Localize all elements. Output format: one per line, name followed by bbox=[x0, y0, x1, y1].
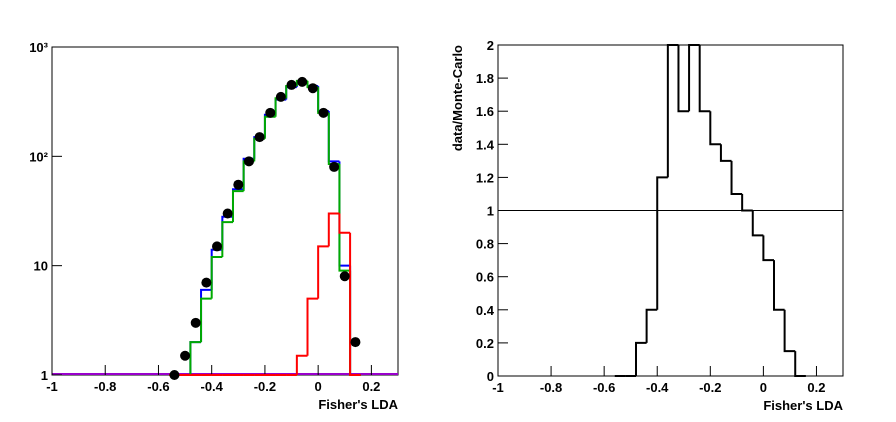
y-tick-label: 1.4 bbox=[476, 137, 495, 152]
histogram-step bbox=[274, 98, 287, 115]
histogram-step bbox=[306, 297, 319, 356]
histogram-step bbox=[327, 112, 340, 166]
histogram-step bbox=[338, 164, 351, 272]
histogram-step bbox=[645, 308, 658, 343]
data-point bbox=[180, 350, 191, 361]
x-tick-label: -0.2 bbox=[699, 380, 721, 395]
histogram-step bbox=[210, 256, 223, 299]
x-tick-label: -0.8 bbox=[540, 380, 562, 395]
x-tick-label: 0 bbox=[760, 380, 767, 395]
data-point bbox=[286, 79, 297, 90]
histogram-step bbox=[709, 111, 721, 146]
histogram-step bbox=[349, 265, 361, 376]
histogram-step bbox=[317, 245, 329, 299]
data-point bbox=[212, 241, 223, 252]
y-tick-label: 0.6 bbox=[476, 270, 494, 285]
histogram-step bbox=[295, 354, 308, 375]
histogram-step bbox=[656, 176, 668, 310]
data-point bbox=[233, 179, 244, 190]
y-tick-label: 1 bbox=[487, 204, 494, 219]
histogram-step bbox=[338, 161, 351, 267]
histogram-step bbox=[349, 270, 361, 376]
x-axis-label: Fisher's LDA bbox=[318, 397, 398, 412]
y-tick-label: 2 bbox=[487, 38, 494, 53]
histogram-step bbox=[327, 110, 340, 163]
histogram-step bbox=[794, 351, 806, 377]
x-tick-label: -0.6 bbox=[593, 380, 615, 395]
y-tick-label: 0 bbox=[487, 369, 494, 384]
data-point bbox=[190, 317, 201, 328]
y-tick-label: 0.4 bbox=[476, 303, 495, 318]
data-point bbox=[222, 208, 233, 219]
histogram-step bbox=[751, 210, 764, 237]
histogram-step bbox=[677, 45, 690, 113]
histogram-step bbox=[221, 221, 233, 258]
y-tick-label: 10² bbox=[29, 149, 48, 164]
x-tick-label: -0.6 bbox=[147, 379, 169, 394]
x-tick-label: -1 bbox=[46, 379, 58, 394]
data-point bbox=[339, 271, 350, 282]
y-tick-label: 0.8 bbox=[476, 237, 494, 252]
histogram-step bbox=[327, 212, 340, 247]
histogram-step bbox=[688, 44, 700, 112]
histogram-step bbox=[189, 341, 202, 375]
histogram-step bbox=[263, 115, 276, 139]
x-tick-label: -0.4 bbox=[200, 379, 223, 394]
data-point bbox=[254, 132, 265, 143]
histogram-step bbox=[783, 309, 796, 353]
x-axis-label: Fisher's LDA bbox=[763, 398, 843, 413]
y-tick-label: 0.2 bbox=[476, 336, 494, 351]
y-tick-label: 10 bbox=[34, 259, 48, 274]
histogram-step bbox=[730, 160, 743, 195]
histogram-step bbox=[317, 85, 329, 112]
y-tick-label: 1.2 bbox=[476, 170, 494, 185]
x-tick-label: 0 bbox=[315, 379, 322, 394]
histogram-step bbox=[698, 45, 711, 113]
histogram-step bbox=[210, 248, 223, 290]
data-point bbox=[307, 83, 318, 94]
histogram-step bbox=[741, 193, 753, 212]
histogram-step bbox=[762, 235, 774, 262]
x-tick-label: 0.2 bbox=[362, 379, 380, 394]
histogram-step bbox=[773, 260, 785, 311]
histogram-step bbox=[253, 137, 265, 162]
data-point bbox=[329, 161, 340, 172]
x-tick-label: 0.2 bbox=[807, 380, 825, 395]
data-point bbox=[297, 76, 308, 87]
data-point bbox=[318, 107, 329, 118]
histogram-step bbox=[263, 113, 276, 138]
y-tick-label: 10³ bbox=[29, 40, 48, 55]
data-point bbox=[350, 337, 361, 348]
x-tick-label: -0.8 bbox=[94, 379, 116, 394]
histogram-step bbox=[349, 232, 361, 376]
y-tick-label: 1 bbox=[41, 368, 48, 383]
histogram-step bbox=[635, 341, 647, 376]
data-point bbox=[201, 277, 212, 288]
y-tick-label: 1.8 bbox=[476, 71, 494, 86]
y-tick-label: 1.6 bbox=[476, 104, 494, 119]
histogram-step bbox=[189, 341, 202, 375]
histogram-step bbox=[719, 144, 732, 162]
x-tick-label: -0.4 bbox=[646, 380, 669, 395]
histogram-step bbox=[338, 213, 351, 234]
data-point bbox=[169, 370, 180, 380]
data-point bbox=[243, 156, 254, 167]
x-tick-label: -0.2 bbox=[254, 379, 276, 394]
data-point bbox=[265, 107, 276, 118]
histogram-step bbox=[666, 44, 679, 178]
histogram-step bbox=[231, 190, 244, 223]
histogram-step bbox=[231, 188, 244, 217]
data-point bbox=[275, 91, 286, 102]
y-axis-label: data/Monte-Carlo bbox=[450, 45, 465, 151]
histogram-step bbox=[200, 297, 212, 343]
x-tick-label: -1 bbox=[492, 380, 504, 395]
